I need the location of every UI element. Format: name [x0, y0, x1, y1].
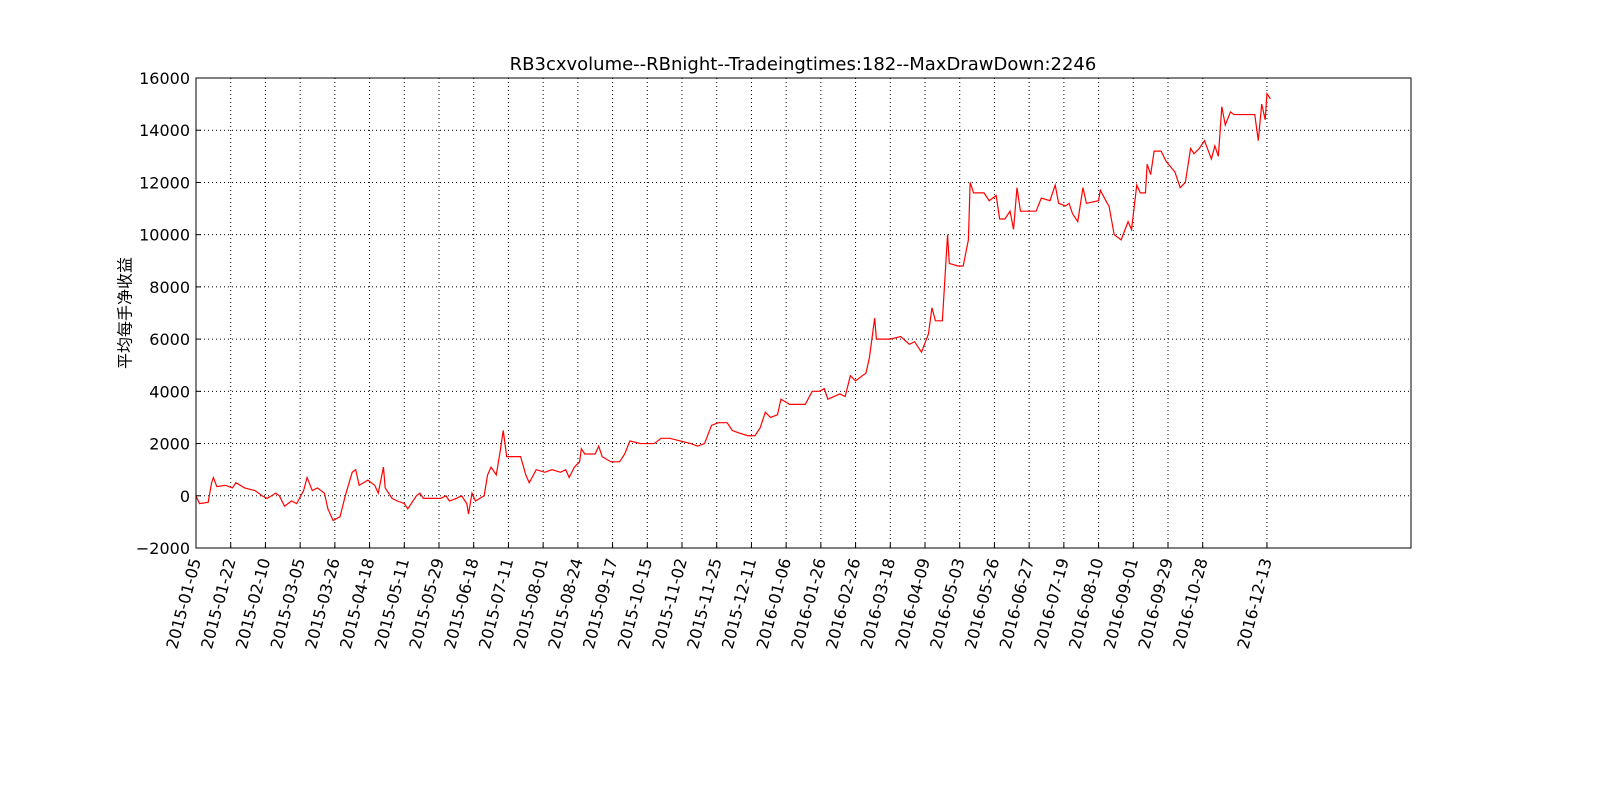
chart-title: RB3cxvolume--RBnight--Tradeingtimes:182-…	[510, 54, 1097, 75]
plot-frame	[195, 77, 1412, 549]
y-tick-label: 4000	[149, 382, 190, 401]
data-line	[195, 91, 1271, 522]
y-tick-label: 6000	[149, 330, 190, 349]
y-tick-label: 8000	[149, 278, 190, 297]
y-tick-label: 12000	[139, 173, 190, 192]
y-tick-label: 16000	[139, 69, 190, 88]
y-tick-label: −2000	[136, 539, 190, 558]
y-tick-label: 2000	[149, 435, 190, 454]
y-tick-label: 10000	[139, 226, 190, 245]
y-tick-label: 0	[180, 487, 190, 506]
y-axis-label: 平均每手净收益	[116, 257, 135, 369]
y-tick-label: 14000	[139, 121, 190, 140]
